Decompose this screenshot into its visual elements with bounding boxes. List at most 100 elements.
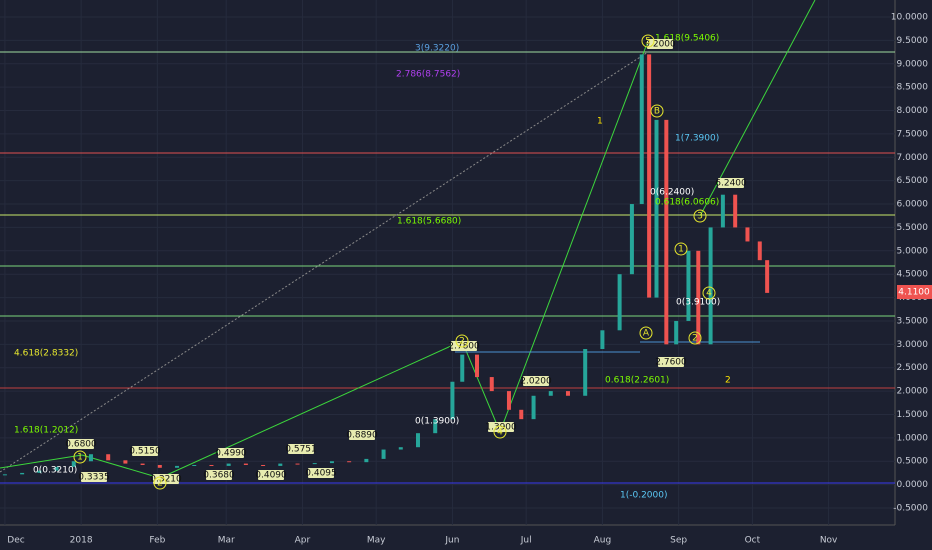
candle	[2, 474, 7, 476]
wave-circle	[688, 331, 702, 345]
label-box	[658, 357, 684, 367]
candle	[157, 464, 162, 468]
price-label: 0.4990	[215, 449, 247, 459]
candle	[381, 449, 386, 459]
candle	[460, 354, 465, 382]
annotation: 1	[597, 117, 603, 127]
wave-label: B	[654, 107, 660, 117]
y-tick-label: 1.5000	[897, 410, 929, 420]
annotation: 0(1.3900)	[415, 417, 459, 427]
annotation: 1(7.3900)	[675, 134, 719, 144]
y-tick-label: 8.5000	[897, 83, 929, 93]
wave-label: 4	[706, 289, 712, 299]
wave-circle	[674, 242, 688, 256]
wave-circle	[702, 286, 716, 300]
x-tick-label: Oct	[745, 536, 761, 546]
annotation: 1(-0.2000)	[620, 491, 668, 501]
wave-label: 2	[157, 479, 163, 489]
candle	[54, 466, 59, 471]
label-box	[451, 341, 477, 351]
x-tick-label: Jul	[520, 536, 532, 546]
wave-label: 3	[697, 212, 703, 222]
candle	[312, 463, 317, 465]
candle	[600, 330, 605, 350]
y-tick-label: 9.0000	[897, 59, 929, 69]
candle	[733, 194, 738, 228]
wave-circle	[641, 34, 655, 48]
candle	[243, 463, 248, 465]
y-tick-label: 3.0000	[897, 340, 929, 350]
trend-line	[0, 51, 649, 473]
candle	[475, 354, 480, 378]
trend-line	[461, 340, 501, 433]
candle	[261, 464, 266, 466]
annotation: 0.618(2.2601)	[605, 376, 669, 386]
wave-circle	[455, 334, 469, 348]
y-tick-label: 5.0000	[897, 246, 929, 256]
wave-label: 2	[692, 334, 698, 344]
x-tick-label: Jun	[444, 536, 459, 546]
candle	[226, 463, 231, 466]
price-label: 0.3335	[78, 473, 110, 483]
trend-line	[159, 340, 463, 479]
candle	[654, 119, 659, 298]
x-tick-label: Aug	[594, 536, 612, 546]
y-tick-label: 3.5000	[897, 316, 929, 326]
candle	[295, 463, 300, 465]
trend-line	[499, 40, 649, 433]
last-price-box	[897, 285, 932, 299]
candle	[88, 454, 93, 462]
annotation: 1.618(1.2012)	[14, 426, 78, 436]
candle	[192, 464, 197, 466]
annotation: 3(9.3220)	[415, 44, 459, 54]
candle	[647, 54, 652, 298]
y-tick-label: 2.0000	[897, 387, 929, 397]
trend-line	[0, 454, 83, 469]
wave-label: 1	[678, 245, 684, 255]
price-label: 0.3210	[150, 475, 182, 485]
y-tick-label: 4.5000	[897, 270, 929, 280]
annotation: 0(6.2400)	[650, 188, 694, 198]
price-label: 1.3900	[485, 423, 517, 433]
candle	[175, 465, 180, 468]
label-box	[218, 448, 244, 458]
annotation: 1.618(5.6680)	[397, 217, 461, 227]
candle	[745, 227, 750, 242]
candle	[757, 241, 762, 261]
candle	[20, 472, 25, 475]
price-label: 2.7600	[655, 358, 687, 368]
levels	[0, 0, 895, 484]
price-label: 2.0200	[520, 377, 552, 387]
price-label: 9.2000	[644, 40, 676, 50]
price-label: 0.4090	[255, 471, 287, 481]
candle	[617, 274, 622, 331]
trend-line	[81, 454, 161, 479]
last-price: 4.1100	[898, 288, 930, 298]
x-tick-label: 2018	[70, 536, 93, 546]
annotation: 2	[725, 376, 731, 386]
wave-circle	[693, 209, 707, 223]
label-box	[718, 178, 744, 188]
y-tick-label: 10.0000	[891, 13, 928, 23]
candle	[519, 409, 524, 420]
y-tick-label: 6.0000	[897, 200, 929, 210]
candle	[708, 227, 713, 345]
y-tick-label: 8.0000	[897, 106, 929, 116]
y-tick-label: 2.5000	[897, 363, 929, 373]
candle	[347, 461, 352, 463]
candle	[686, 250, 691, 321]
candle	[565, 391, 570, 396]
candle	[450, 381, 455, 420]
candle	[37, 470, 42, 473]
label-box	[523, 376, 549, 386]
wave-label: 5	[645, 37, 651, 47]
price-label: 0.4095	[305, 469, 337, 479]
annotation: 0(3.9100)	[676, 298, 720, 308]
candle	[548, 391, 553, 396]
y-tick-label: 7.0000	[897, 153, 929, 163]
candle	[489, 377, 494, 392]
annotation: 2.786(8.7562)	[396, 70, 460, 80]
price-label: 0.5150	[129, 447, 161, 457]
candle	[209, 464, 214, 466]
